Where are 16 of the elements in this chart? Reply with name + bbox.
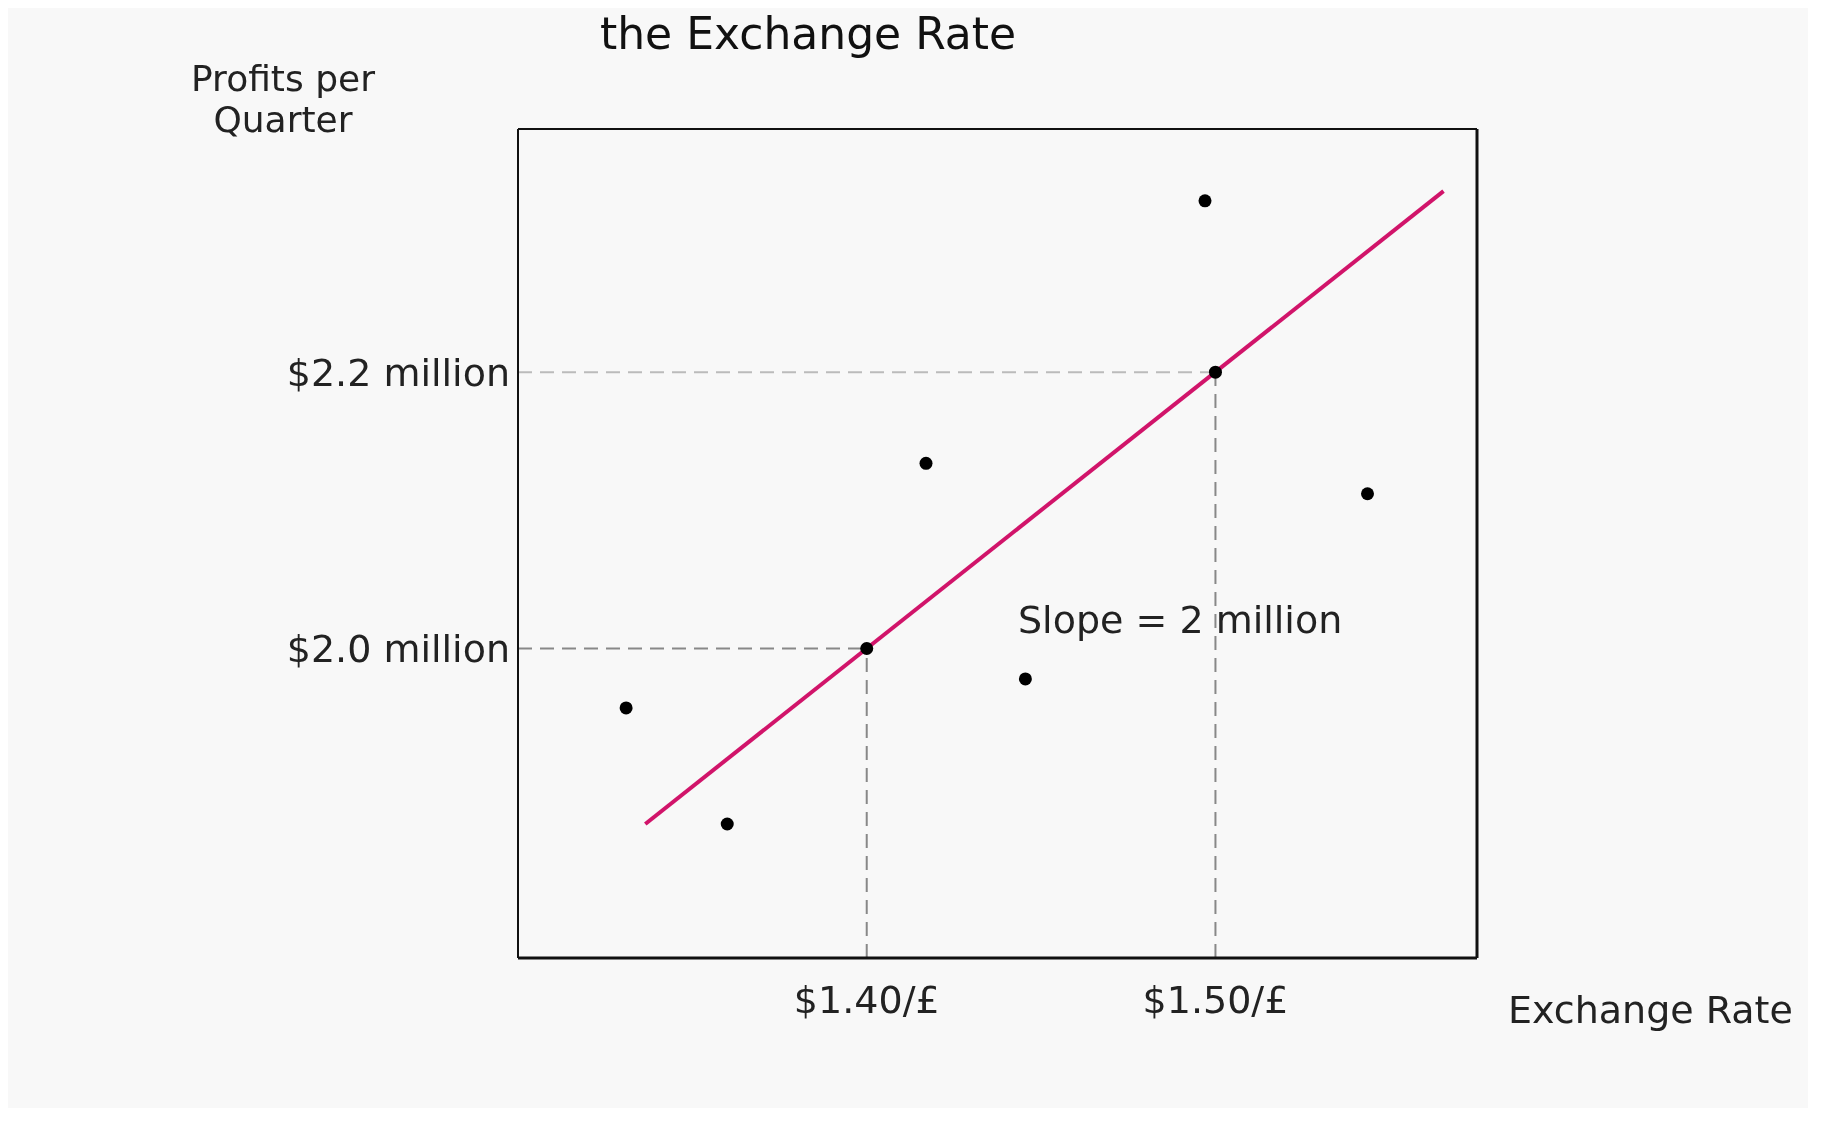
point	[720, 817, 734, 831]
chart-title: the Exchange Rate	[598, 8, 1018, 59]
x-tick-label: $1.50/£	[1142, 977, 1289, 1022]
annotation: Slope = 2 million	[1018, 598, 1343, 642]
point	[1198, 194, 1212, 208]
y-tick-label: $2.2 million	[286, 350, 510, 395]
x-tick-label: $1.40/£	[793, 977, 940, 1022]
x-axis-title: Exchange Rate	[1508, 988, 1793, 1032]
point	[1361, 487, 1374, 501]
point	[919, 456, 933, 470]
y-axis-title: Profits per Quarter	[190, 58, 376, 140]
point	[619, 701, 633, 715]
point	[1208, 365, 1222, 379]
point	[860, 642, 874, 656]
point	[1018, 672, 1032, 686]
y-tick-label: $2.0 million	[286, 627, 510, 671]
